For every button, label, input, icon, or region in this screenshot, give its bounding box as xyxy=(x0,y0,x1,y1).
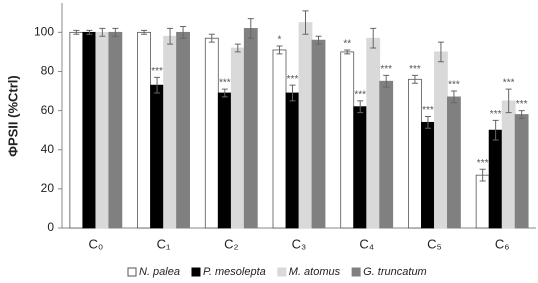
error-bar xyxy=(276,45,283,55)
y-tick-label: 40 xyxy=(41,142,55,156)
legend-label: P. mesolepta xyxy=(203,266,266,278)
bar xyxy=(353,106,368,229)
error-bar xyxy=(479,168,486,182)
significance-label: *** xyxy=(448,80,460,91)
significance-label: *** xyxy=(151,66,163,77)
bar xyxy=(366,37,381,229)
y-tick-label: 20 xyxy=(41,181,55,195)
x-tick-label: C₅ xyxy=(427,236,442,251)
error-bar xyxy=(99,27,106,37)
error-bar xyxy=(437,41,444,63)
bar xyxy=(150,84,164,229)
error-bar xyxy=(73,29,80,35)
significance-label: *** xyxy=(477,158,489,169)
bar xyxy=(298,22,313,229)
x-tick-label: C₀ xyxy=(88,236,103,251)
bar xyxy=(340,51,355,229)
significance-label: *** xyxy=(516,99,528,110)
bar xyxy=(421,121,435,229)
error-bar xyxy=(383,74,390,88)
legend-swatch xyxy=(277,267,287,277)
error-bar xyxy=(208,33,215,43)
bar xyxy=(434,51,448,229)
error-bar xyxy=(141,29,148,35)
error-bar xyxy=(302,10,309,35)
bar xyxy=(488,129,503,229)
error-bar xyxy=(86,29,93,35)
bar xyxy=(379,80,394,229)
bar xyxy=(447,96,461,229)
bar xyxy=(204,37,219,229)
error-bar xyxy=(167,27,174,45)
error-bar xyxy=(315,35,322,45)
error-bar xyxy=(180,25,187,39)
error-bar xyxy=(505,88,512,114)
error-bar xyxy=(247,18,254,39)
bar xyxy=(243,28,258,229)
y-tick-label: 0 xyxy=(47,220,54,234)
significance-label: *** xyxy=(422,105,434,116)
error-bar xyxy=(518,110,525,119)
bar xyxy=(475,174,490,229)
y-tick-label: 100 xyxy=(34,25,54,39)
significance-label: *** xyxy=(354,89,366,100)
bar xyxy=(163,35,177,229)
error-bar xyxy=(424,115,431,129)
significance-label: *** xyxy=(503,78,515,89)
bar xyxy=(217,92,232,229)
error-bar xyxy=(221,88,228,98)
y-axis-label: ΦPSII (%Ctrl) xyxy=(5,75,20,156)
error-bar xyxy=(154,76,161,94)
significance-label: *** xyxy=(219,78,231,89)
x-tick-label: C₃ xyxy=(292,236,307,251)
bar xyxy=(82,31,97,229)
bar xyxy=(501,100,516,229)
legend-label: G. truncatum xyxy=(363,266,427,278)
x-tick-label: C₁ xyxy=(157,236,171,251)
error-bar xyxy=(289,84,296,102)
significance-label: *** xyxy=(490,109,502,120)
error-bar xyxy=(370,27,377,49)
significance-label: *** xyxy=(380,64,392,75)
bar xyxy=(69,31,84,229)
bar xyxy=(176,31,190,229)
bar xyxy=(137,31,151,229)
error-bar xyxy=(234,43,241,53)
bar xyxy=(285,92,300,229)
error-bar xyxy=(411,74,418,84)
x-tick-label: C₂ xyxy=(224,236,238,251)
significance-label: * xyxy=(278,35,282,46)
x-tick-label: C₆ xyxy=(495,236,510,251)
bar xyxy=(230,47,245,229)
x-tick-label: C₄ xyxy=(359,236,374,251)
error-bar xyxy=(492,119,499,141)
significance-label: *** xyxy=(287,74,299,85)
bar xyxy=(408,78,422,229)
error-bar xyxy=(344,49,351,55)
significance-label: ** xyxy=(343,39,351,50)
bar xyxy=(95,31,110,229)
y-tick-label: 60 xyxy=(41,103,55,117)
error-bar xyxy=(112,27,119,37)
bar xyxy=(311,39,326,229)
bar xyxy=(108,31,123,229)
legend-label: M. atomus xyxy=(289,266,341,278)
bar xyxy=(272,49,287,229)
error-bar xyxy=(357,100,364,114)
legend-swatch xyxy=(127,267,137,277)
legend-swatch xyxy=(351,267,361,277)
error-bar xyxy=(450,90,457,104)
bar xyxy=(514,114,529,229)
significance-label: *** xyxy=(409,64,421,75)
y-tick-label: 80 xyxy=(41,64,55,78)
legend-label: N. palea xyxy=(139,266,180,278)
legend-swatch xyxy=(191,267,201,277)
